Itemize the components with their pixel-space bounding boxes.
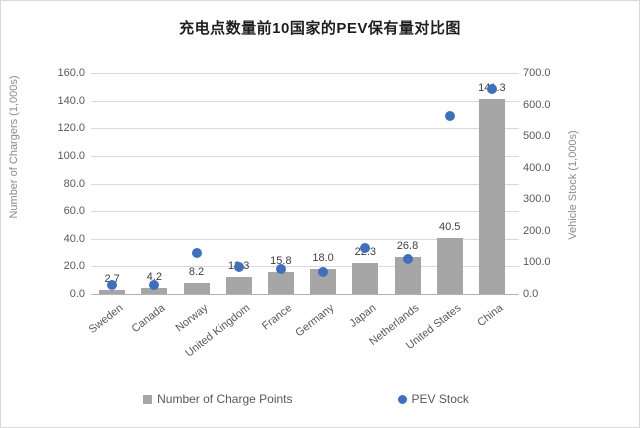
- pev-stock-point: [402, 254, 413, 265]
- legend-item-charge-points: Number of Charge Points: [143, 392, 293, 406]
- right-axis-tick-label: 200.0: [523, 224, 551, 237]
- right-axis-tick-label: 400.0: [523, 161, 551, 174]
- pev-stock-point: [444, 110, 455, 121]
- left-axis-tick-label: 80.0: [63, 177, 85, 190]
- left-axis-tick-label: 0.0: [69, 288, 85, 300]
- left-axis-tick-label: 20.0: [63, 260, 85, 273]
- pev-stock-point: [233, 262, 244, 273]
- right-axis-tick-label: 700.0: [523, 67, 551, 79]
- left-axis-title: Number of Chargers (1,000s): [8, 75, 20, 219]
- scatter-series-swatch-icon: [397, 394, 407, 404]
- bar-series-swatch-icon: [143, 394, 153, 404]
- legend: Number of Charge Points PEV Stock: [1, 392, 611, 406]
- gridline: [91, 155, 519, 157]
- left-axis-tick-label: 140.0: [57, 94, 85, 107]
- x-axis-line: [91, 294, 519, 295]
- legend-label-charge-points: Number of Charge Points: [157, 392, 293, 406]
- bar-value-label: 26.8: [396, 239, 419, 252]
- bar: [141, 288, 168, 294]
- pev-stock-point: [360, 243, 371, 254]
- right-axis-tick-label: 600.0: [523, 98, 551, 111]
- gridline: [91, 183, 519, 185]
- pev-stock-point: [318, 266, 329, 277]
- gridline: [91, 73, 519, 74]
- left-axis-tick-label: 60.0: [63, 205, 85, 218]
- bar: [225, 277, 252, 294]
- pev-stock-point: [275, 264, 286, 275]
- bar-value-label: 40.5: [438, 221, 461, 234]
- right-axis-tick-label: 0.0: [523, 288, 539, 300]
- gridline: [91, 128, 519, 130]
- bar-value-label: 18.0: [312, 252, 334, 265]
- bar: [478, 98, 505, 294]
- bar: [267, 272, 294, 294]
- gridline: [91, 266, 519, 268]
- gridline: [91, 211, 519, 213]
- right-axis-tick-label: 300.0: [523, 193, 551, 206]
- pev-stock-point: [149, 280, 160, 291]
- pev-stock-point: [191, 247, 202, 258]
- left-axis-tick-label: 120.0: [57, 122, 85, 135]
- pev-stock-point: [486, 84, 497, 95]
- left-axis-tick-label: 160.0: [57, 67, 85, 79]
- bar: [436, 238, 463, 294]
- bar-value-label: 8.2: [188, 265, 205, 278]
- bar: [183, 282, 210, 294]
- bar: [352, 263, 379, 294]
- right-axis-title: Vehicle Stock (1,000s): [567, 130, 579, 240]
- bar: [99, 290, 126, 294]
- gridline: [91, 100, 519, 102]
- legend-label-pev-stock: PEV Stock: [411, 392, 469, 406]
- pev-stock-point: [107, 280, 118, 291]
- legend-item-pev-stock: PEV Stock: [397, 392, 469, 406]
- chart-title: 充电点数量前10国家的PEV保有量对比图: [179, 20, 461, 37]
- left-axis-tick-label: 40.0: [63, 232, 85, 245]
- right-axis-tick-label: 500.0: [523, 130, 551, 143]
- right-axis-tick-label: 100.0: [523, 256, 551, 269]
- bar-value-label: 15.8: [270, 255, 292, 268]
- gridline: [91, 238, 519, 240]
- left-axis-tick-label: 100.0: [57, 149, 85, 162]
